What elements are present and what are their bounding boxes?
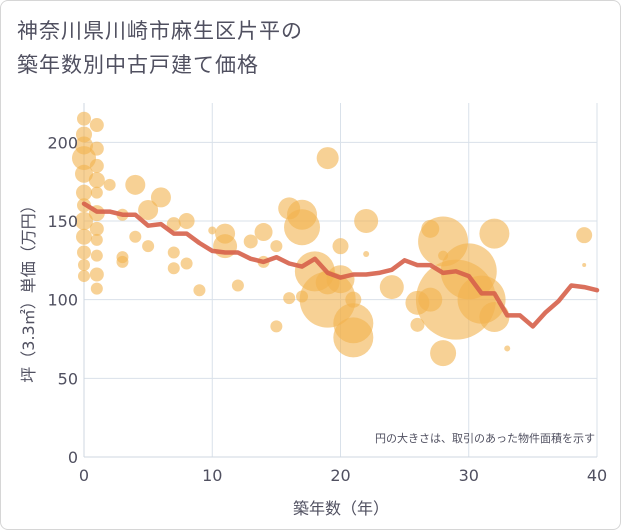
bubble-point [208,226,217,235]
bubble-point [90,282,103,295]
bubble-point [78,270,90,283]
bubble-point [479,301,510,332]
bubble-point [88,172,105,189]
bubble-point [504,345,511,352]
bubble-point [103,178,116,191]
x-tick-label: 0 [79,466,89,485]
bubble-point [345,291,362,308]
bubble-point [77,111,91,126]
bubble-point [72,146,96,171]
bubble-point [90,186,103,199]
bubble-point [270,320,283,333]
bubble-point [142,240,155,253]
bubble-point [77,245,91,260]
bubble-point [150,187,171,208]
bubble-point [332,238,349,255]
chart-title-line1: 神奈川県川崎市麻生区片平の [17,19,303,43]
y-axis-title: 坪（3.3㎡）単価（万円） [19,197,38,382]
bubble-point [333,317,374,358]
bubble-point [270,240,283,253]
trend-line-layer [81,201,600,329]
bubble-point [379,275,404,300]
bubble-point [231,279,244,292]
x-tick-label: 20 [330,466,350,485]
bubble-point [76,228,92,245]
bubble-point [243,234,258,249]
bubble-point [166,217,181,232]
bubble-point [89,267,104,282]
bubble-point [410,317,425,332]
size-annotation: 円の大きさは、取引のあった物件面積を示す [375,431,595,445]
bubble-point [76,184,92,201]
chart-title: 神奈川県川崎市麻生区片平の 築年数別中古戸建て価格 [17,14,303,82]
bubble-point [193,284,206,297]
tick-labels: 0 10 20 30 40 0 50 100 150 200 [47,133,607,485]
bubble-point [283,292,296,305]
bubble-point [430,340,457,367]
bubble-point [90,233,103,246]
bubble-point [129,230,142,243]
y-tick-label: 100 [47,291,78,310]
x-tick-label: 10 [202,466,222,485]
bubble-point [125,174,146,195]
bubble-point [75,212,93,230]
bubble-layer [72,111,593,367]
y-tick-label: 200 [47,133,78,152]
bubble-point [354,209,379,233]
bubble-point [363,251,370,258]
y-tick-label: 150 [47,212,78,231]
bubble-point [316,147,339,170]
bubble-point [89,221,104,236]
bubble-point [582,263,587,268]
bubble-point [75,164,93,183]
bubble-point [89,141,104,156]
bubble-point [116,255,129,268]
bubble-point [167,246,180,259]
bubble-point [90,249,103,262]
bubble-point [576,227,593,244]
bubble-point [178,213,195,229]
bubble-point [167,262,180,275]
average-price-line [81,201,600,329]
x-tick-label: 30 [459,466,479,485]
x-axis-title: 築年数（年） [293,499,389,518]
bubble-point [89,158,104,173]
y-tick-label: 50 [58,369,78,388]
bubble-point [254,223,273,242]
chart-title-line2: 築年数別中古戸建て価格 [17,53,259,77]
bubble-point [78,259,90,272]
x-tick-label: 40 [587,466,607,485]
bubble-point [284,209,321,246]
bubble-point [89,118,104,133]
bubble-point [479,218,510,249]
y-tick-label: 0 [68,448,78,467]
bubble-point [138,199,159,220]
bubble-point [180,257,193,270]
